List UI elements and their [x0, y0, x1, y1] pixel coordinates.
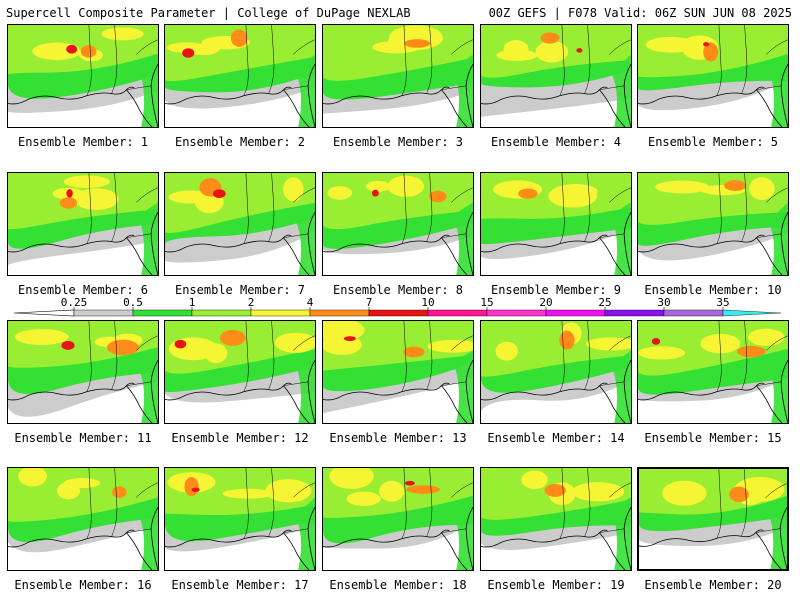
map-field [8, 173, 158, 275]
map-field [638, 321, 788, 423]
legend-swatch [427, 309, 488, 317]
ensemble-map-panel[interactable] [637, 467, 789, 571]
ensemble-map-panel[interactable] [480, 467, 632, 571]
ensemble-member-label: Ensemble Member: 4 [490, 135, 622, 149]
ensemble-map-panel[interactable] [7, 467, 159, 571]
ensemble-map-panel[interactable] [7, 24, 159, 128]
ensemble-member-label: Ensemble Member: 14 [487, 431, 625, 445]
map-field [165, 25, 315, 127]
map-field [165, 173, 315, 275]
map-field [323, 321, 473, 423]
ensemble-member-label: Ensemble Member: 1 [17, 135, 149, 149]
ensemble-member-label: Ensemble Member: 15 [644, 431, 782, 445]
map-title: Supercell Composite Parameter | College … [6, 6, 411, 20]
ensemble-member-label: Ensemble Member: 17 [171, 578, 309, 592]
model-run-info: 00Z GEFS | F078 Valid: 06Z SUN JUN 08 20… [488, 6, 792, 20]
legend-tick-label: 1 [188, 296, 196, 309]
legend-tick-label: 0.25 [60, 296, 88, 309]
ensemble-map-panel[interactable] [164, 320, 316, 424]
ensemble-map-panel[interactable] [164, 467, 316, 571]
legend-tick-label: 0.5 [123, 296, 143, 309]
ensemble-map-panel[interactable] [637, 320, 789, 424]
ensemble-map-panel[interactable] [480, 172, 632, 276]
map-field [165, 468, 315, 570]
ensemble-member-label: Ensemble Member: 12 [171, 431, 309, 445]
ensemble-member-label: Ensemble Member: 16 [14, 578, 152, 592]
legend-swatch [722, 309, 782, 317]
legend-tick-label: 25 [598, 296, 612, 309]
ensemble-map-panel[interactable] [480, 24, 632, 128]
map-field [638, 173, 788, 275]
ensemble-member-label: Ensemble Member: 3 [332, 135, 464, 149]
legend-swatch [309, 309, 370, 317]
legend-tick-label: 20 [539, 296, 553, 309]
legend-swatch [73, 309, 134, 317]
map-field [323, 468, 473, 570]
ensemble-member-label: Ensemble Member: 5 [647, 135, 779, 149]
ensemble-map-panel[interactable] [480, 320, 632, 424]
legend-swatch [250, 309, 311, 317]
map-field [8, 468, 158, 570]
ensemble-member-label: Ensemble Member: 13 [329, 431, 467, 445]
map-field [323, 173, 473, 275]
legend-swatch [486, 309, 547, 317]
ensemble-member-label: Ensemble Member: 2 [174, 135, 306, 149]
ensemble-member-label: Ensemble Member: 8 [332, 283, 464, 297]
ensemble-map-panel[interactable] [7, 172, 159, 276]
legend-tick-label: 35 [716, 296, 730, 309]
legend-tick-label: 30 [657, 296, 671, 309]
ensemble-map-panel[interactable] [164, 172, 316, 276]
map-field [323, 25, 473, 127]
legend-tick-label: 2 [247, 296, 255, 309]
ensemble-map-panel[interactable] [7, 320, 159, 424]
map-field [481, 321, 631, 423]
ensemble-map-panel[interactable] [164, 24, 316, 128]
legend-swatch [663, 309, 724, 317]
legend-swatch [191, 309, 252, 317]
legend-swatch [545, 309, 606, 317]
map-field [639, 469, 787, 569]
ensemble-member-label: Ensemble Member: 20 [644, 578, 782, 592]
legend-swatch [368, 309, 429, 317]
map-field [638, 25, 788, 127]
map-field [481, 468, 631, 570]
ensemble-member-label: Ensemble Member: 18 [329, 578, 467, 592]
map-field [8, 321, 158, 423]
ensemble-member-label: Ensemble Member: 19 [487, 578, 625, 592]
legend-swatch [604, 309, 665, 317]
legend-tick-label: 7 [365, 296, 373, 309]
ensemble-member-label: Ensemble Member: 9 [490, 283, 622, 297]
ensemble-map-panel[interactable] [322, 24, 474, 128]
map-field [165, 321, 315, 423]
ensemble-map-panel[interactable] [637, 24, 789, 128]
ensemble-member-label: Ensemble Member: 10 [644, 283, 782, 297]
map-field [481, 173, 631, 275]
legend-tick-label: 4 [306, 296, 314, 309]
legend-tick-label: 10 [421, 296, 435, 309]
legend-tick-label: 15 [480, 296, 494, 309]
legend-swatch [132, 309, 193, 317]
ensemble-member-label: Ensemble Member: 7 [174, 283, 306, 297]
ensemble-member-label: Ensemble Member: 6 [17, 283, 149, 297]
ensemble-map-panel[interactable] [322, 172, 474, 276]
map-field [8, 25, 158, 127]
color-legend-bar [13, 307, 782, 317]
ensemble-member-label: Ensemble Member: 11 [14, 431, 152, 445]
map-field [481, 25, 631, 127]
ensemble-map-panel[interactable] [322, 467, 474, 571]
ensemble-map-panel[interactable] [322, 320, 474, 424]
ensemble-map-panel[interactable] [637, 172, 789, 276]
